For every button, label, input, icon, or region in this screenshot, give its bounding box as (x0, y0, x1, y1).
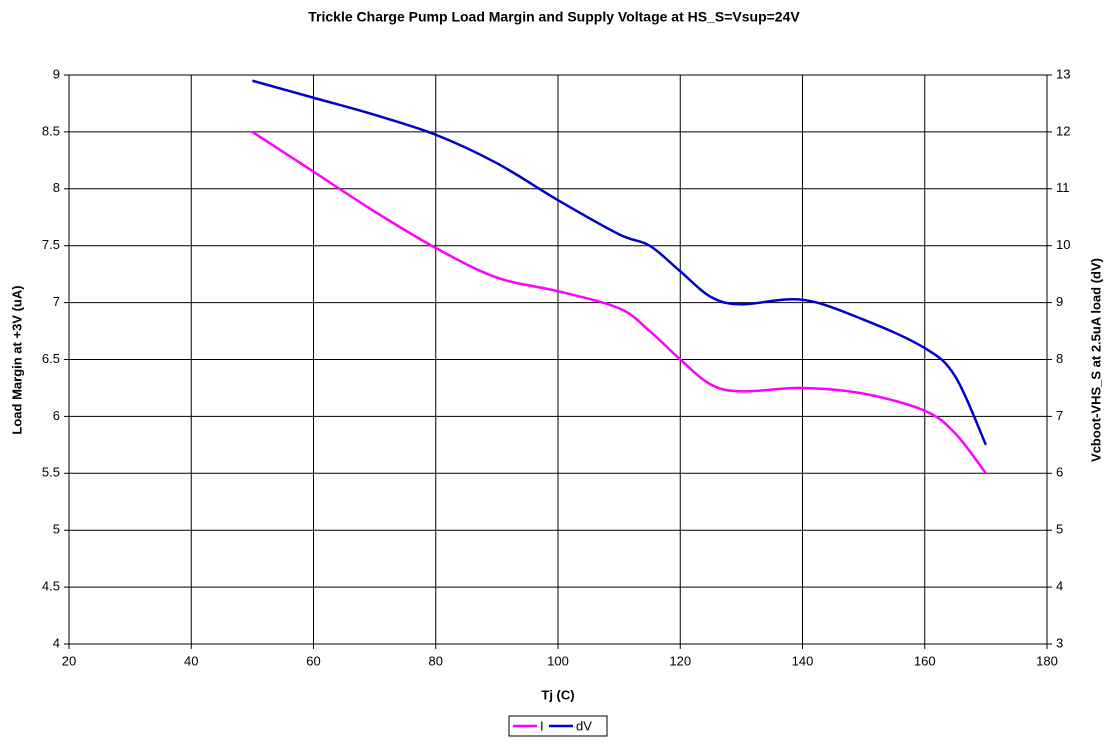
y-tick-label: 6 (53, 408, 60, 423)
x-tick-label: 160 (914, 653, 936, 668)
y-tick-label: 7.5 (42, 237, 60, 252)
y-tick-label: 8.5 (42, 123, 60, 138)
x-tick-label: 120 (669, 653, 691, 668)
chart-title: Trickle Charge Pump Load Margin and Supp… (308, 9, 800, 25)
y-axis-label: Load Margin at +3V (uA) (9, 285, 24, 434)
x-tick-label: 100 (547, 653, 569, 668)
x-tick-label: 60 (306, 653, 320, 668)
y-tick-label: 4.5 (42, 579, 60, 594)
y2-tick-label: 7 (1056, 408, 1063, 423)
y2-tick-label: 11 (1056, 180, 1070, 195)
y2-tick-label: 12 (1056, 123, 1070, 138)
y-tick-label: 5 (53, 522, 60, 537)
y2-tick-label: 4 (1056, 579, 1063, 594)
y-tick-label: 8 (53, 180, 60, 195)
x-tick-label: 20 (62, 653, 76, 668)
line-series (251, 130, 987, 475)
y-tick-label: 5.5 (42, 465, 60, 480)
legend-label: dV (576, 718, 592, 733)
y2-tick-label: 10 (1056, 237, 1070, 252)
y2-tick-label: 9 (1056, 294, 1063, 309)
x-tick-label: 180 (1036, 653, 1058, 668)
legend-label: I (540, 718, 544, 733)
y2-axis-label: Vcboot-VHS_S at 2.5uA load (dV) (1088, 258, 1103, 462)
y-tick-label: 9 (53, 66, 60, 81)
y2-tick-label: 3 (1056, 635, 1063, 650)
x-tick-label: 80 (429, 653, 443, 668)
x-axis-label: Tj (C) (541, 687, 574, 702)
y2-tick-label: 8 (1056, 351, 1063, 366)
y2-tick-label: 6 (1056, 465, 1063, 480)
y-tick-label: 7 (53, 294, 60, 309)
plot-border (68, 74, 1048, 645)
x-tick-label: 140 (792, 653, 814, 668)
y-tick-label: 4 (53, 635, 60, 650)
line-series (252, 79, 988, 446)
y-tick-label: 6.5 (42, 351, 60, 366)
x-tick-label: 40 (184, 653, 198, 668)
y2-tick-label: 5 (1056, 522, 1063, 537)
y2-tick-label: 13 (1056, 66, 1070, 81)
